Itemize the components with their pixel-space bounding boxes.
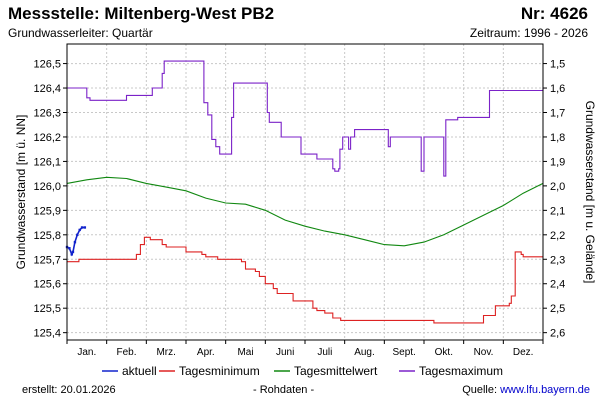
y-tick-label-right: 1,6: [550, 83, 565, 95]
rawdata-note: - Rohdaten -: [253, 384, 315, 396]
legend-item: Tagesmaximum: [419, 364, 503, 378]
y-tick-label-left: 126,5: [33, 59, 61, 71]
aktuell-point: [78, 228, 81, 232]
legend-item: Tagesminimum: [179, 364, 260, 378]
aktuell-point: [80, 226, 84, 229]
created-date: 20.01.2026: [60, 384, 116, 396]
x-tick-label: Aug.: [354, 347, 375, 358]
x-tick-label: Feb.: [116, 347, 136, 358]
x-tick-label: Sept.: [392, 347, 415, 358]
y-tick-label-left: 126,2: [33, 132, 61, 144]
legend-item: aktuell: [122, 364, 157, 378]
x-tick-label: Juli: [317, 347, 332, 358]
created-label: erstellt:: [22, 384, 58, 396]
source-info: Quelle: www.lfu.bayern.de: [462, 384, 590, 396]
chart-title: Messstelle: Miltenberg-West PB2: [8, 4, 275, 23]
series-tagesminimum: [67, 236, 543, 324]
y-tick-label-right: 1,9: [550, 156, 565, 168]
y-tick-label-left: 126,3: [33, 107, 61, 119]
y-tick-label-right: 2,2: [550, 230, 565, 242]
y-tick-label-left: 126,1: [33, 156, 61, 168]
source-link[interactable]: www.lfu.bayern.de: [500, 384, 590, 396]
x-tick-label: Mrz.: [156, 347, 175, 358]
station-number: Nr: 4626: [520, 4, 588, 23]
y-tick-label-right: 2,6: [550, 328, 565, 340]
y-tick-label-left: 126,4: [33, 83, 61, 95]
period-label: Zeitraum: 1996 - 2026: [469, 26, 588, 40]
y-axis-label-right: Grundwasserstand [m u. Gelände]: [583, 101, 597, 284]
y-axis-label-left: Grundwasserstand [m ü. NN]: [14, 115, 28, 270]
aktuell-point: [83, 226, 87, 229]
y-tick-label-right: 1,5: [550, 59, 565, 71]
y-tick-label-right: 1,7: [550, 107, 565, 119]
aktuell-point: [70, 253, 73, 256]
y-tick-label-right: 1,8: [550, 132, 565, 144]
aktuell-point: [68, 247, 71, 250]
x-tick-label: Mai: [237, 347, 253, 358]
aktuell-point: [76, 233, 79, 237]
aktuell-point: [71, 250, 75, 254]
aktuell-point: [73, 240, 77, 244]
x-tick-label: Apr.: [197, 347, 215, 358]
y-tick-label-left: 125,7: [33, 254, 61, 266]
y-tick-label-right: 2,0: [550, 181, 565, 193]
legend-item: Tagesmittelwert: [294, 364, 378, 378]
source-label: Quelle:: [462, 384, 498, 396]
y-tick-label-left: 125,8: [33, 230, 61, 242]
y-tick-label-right: 2,4: [550, 279, 565, 291]
plot-frame: [66, 43, 544, 341]
y-tick-label-left: 125,5: [33, 303, 61, 315]
created-info: erstellt: 20.01.2026: [22, 384, 116, 396]
series-tagesmaximum: [67, 60, 544, 177]
x-tick-label: Okt.: [435, 347, 453, 358]
y-tick-label-left: 125,6: [33, 279, 61, 291]
y-tick-label-left: 125,9: [33, 205, 61, 217]
x-tick-label: Dez.: [513, 347, 534, 358]
y-tick-label-left: 126,0: [33, 181, 61, 193]
x-tick-label: Jan.: [77, 347, 96, 358]
series-tagesmittelwert: [66, 176, 544, 247]
x-tick-label: Juni: [276, 347, 294, 358]
y-tick-label-left: 125,4: [33, 328, 61, 340]
y-tick-label-right: 2,1: [550, 205, 565, 217]
aquifer-label: Grundwasserleiter: Quartär: [8, 26, 153, 40]
x-tick-label: Nov.: [474, 347, 494, 358]
y-tick-label-right: 2,5: [550, 303, 565, 315]
y-tick-label-right: 2,3: [550, 254, 565, 266]
